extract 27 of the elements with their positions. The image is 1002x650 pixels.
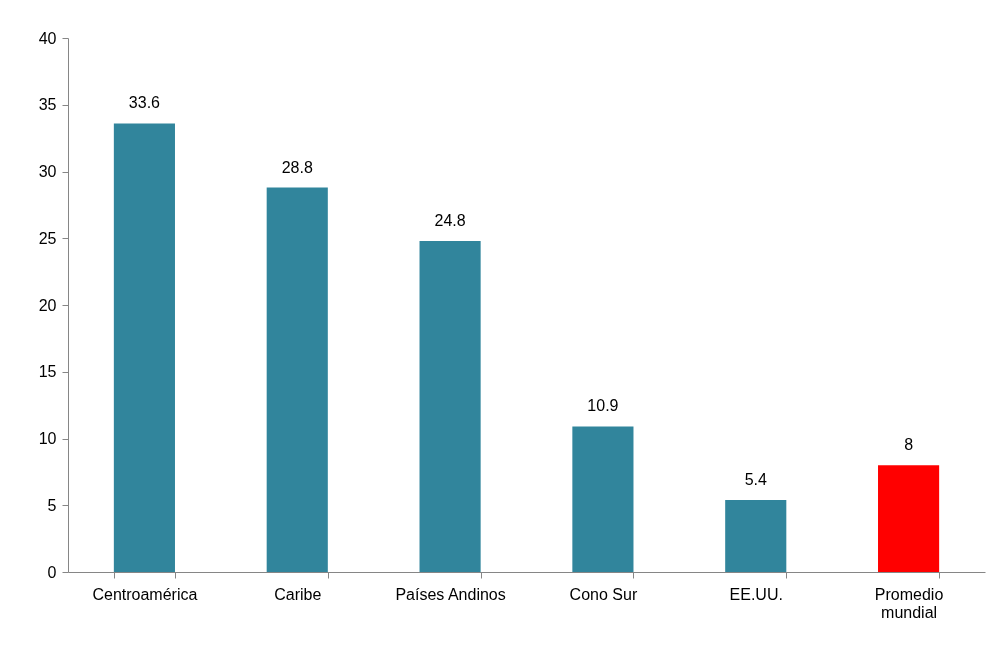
y-tick-label: 15 xyxy=(38,363,57,381)
data-label: 8 xyxy=(904,436,914,454)
y-tick-label: 20 xyxy=(38,296,57,314)
y-tick-label: 40 xyxy=(38,29,57,47)
bar xyxy=(113,123,175,572)
y-tick-label: 5 xyxy=(47,496,57,514)
data-label: 33.6 xyxy=(128,94,161,112)
bar xyxy=(266,187,328,572)
bar xyxy=(878,465,940,572)
data-label: 5.4 xyxy=(744,470,767,488)
y-tick-label: 10 xyxy=(38,430,57,447)
y-tick-label: 0 xyxy=(47,563,57,581)
bar xyxy=(419,240,481,572)
bar xyxy=(725,499,787,572)
data-label: 24.8 xyxy=(434,211,466,229)
x-tick-label: Centroamérica xyxy=(92,585,198,603)
x-tick-label: EE.UU. xyxy=(729,585,783,603)
data-label: 10.9 xyxy=(587,397,619,415)
x-tick-label: Cono Sur xyxy=(569,585,638,603)
y-tick-label: 25 xyxy=(38,229,57,247)
x-tick-label: Caribe xyxy=(274,585,322,603)
x-tick-label: Países Andinos xyxy=(395,585,506,603)
data-label: 28.8 xyxy=(281,158,313,176)
y-tick-label: 35 xyxy=(38,96,57,114)
x-tick-label: Promedio mundial xyxy=(874,585,944,621)
bar xyxy=(572,426,634,572)
y-tick-label: 30 xyxy=(38,163,57,180)
